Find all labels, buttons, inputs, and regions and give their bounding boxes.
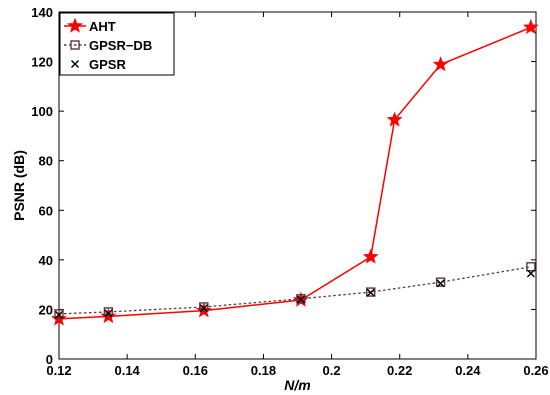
- data-point-aht: [432, 56, 449, 72]
- data-point-gpsr-db: [526, 262, 536, 272]
- x-marker-stroke: [366, 288, 375, 297]
- data-point-gpsr-db: [435, 277, 446, 287]
- legend-marker-gpsr-db: [70, 40, 80, 50]
- data-point-aht: [362, 248, 379, 264]
- data-point-aht: [522, 19, 539, 35]
- data-point-gpsr-db: [199, 302, 209, 312]
- x-marker-stroke: [526, 269, 535, 278]
- x-tick-label: 0.2: [323, 363, 341, 378]
- x-marker-stroke: [296, 295, 305, 304]
- data-point-gpsr: [199, 304, 208, 313]
- data-point-aht: [386, 111, 403, 127]
- x-tick-label: 0.16: [183, 363, 208, 378]
- legend-label-gpsr-db: GPSR−DB: [89, 38, 152, 53]
- data-point-gpsr-db: [54, 309, 64, 319]
- y-tick-label: 100: [31, 104, 53, 119]
- y-tick-label: 60: [39, 203, 53, 218]
- data-point-gpsr: [104, 309, 113, 318]
- series-layer: [51, 19, 539, 326]
- data-point-gpsr: [436, 279, 445, 288]
- legend-marker-gpsr: [71, 60, 79, 68]
- axis-ticks: 0.12 0.14 0.16 0.18 0.2 0.22 0.24 0.26 0 20 40 60 80…: [31, 5, 548, 378]
- y-tick-label: 120: [31, 55, 53, 70]
- x-tick-label: 0.18: [251, 363, 276, 378]
- data-point-gpsr-db: [103, 307, 114, 317]
- series-line-aht: [58, 26, 532, 320]
- x-marker-stroke: [436, 279, 445, 288]
- x-marker-stroke: [104, 309, 113, 318]
- y-tick-label: 140: [31, 5, 53, 20]
- x-marker-stroke: [199, 304, 208, 313]
- legend-marker-aht: [67, 17, 83, 33]
- data-point-gpsr: [55, 310, 63, 319]
- x-tick-label: 0.26: [523, 363, 548, 378]
- data-point-gpsr: [526, 269, 535, 278]
- data-point-gpsr-db: [366, 287, 376, 297]
- y-tick-label: 20: [39, 302, 53, 317]
- data-point-gpsr: [366, 288, 375, 297]
- y-tick-label: 80: [39, 154, 53, 169]
- data-point-aht: [195, 302, 212, 318]
- x-tick-label: 0.24: [455, 363, 481, 378]
- x-marker-stroke: [71, 60, 79, 68]
- x-marker-stroke: [55, 310, 63, 319]
- data-point-gpsr: [296, 295, 305, 304]
- y-tick-label: 40: [39, 253, 53, 268]
- data-point-gpsr-db: [296, 294, 306, 304]
- x-tick-label: 0.12: [46, 363, 71, 378]
- x-tick-label: 0.14: [114, 363, 140, 378]
- y-tick-label: 0: [46, 352, 53, 367]
- y-axis-label: PSNR (dB): [11, 150, 27, 221]
- legend-label-aht: AHT: [89, 19, 116, 34]
- legend: AHT GPSR−DB GPSR: [59, 12, 175, 76]
- x-tick-label: 0.22: [387, 363, 412, 378]
- x-axis-label: N/m: [284, 377, 310, 393]
- legend-label-gpsr: GPSR: [89, 57, 126, 72]
